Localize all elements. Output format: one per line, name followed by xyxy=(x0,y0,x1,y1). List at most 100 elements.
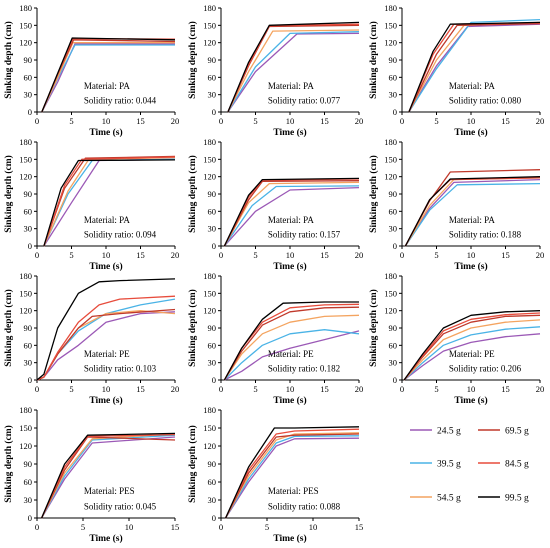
y-tick-label: 120 xyxy=(384,306,397,316)
y-tick-label: 0 xyxy=(393,107,397,117)
x-tick-label: 20 xyxy=(536,250,545,260)
solidity-ratio-label: Solidity ratio: 0.088 xyxy=(268,501,341,511)
x-axis-title: Time (s) xyxy=(454,261,487,272)
y-tick-label: 150 xyxy=(384,20,397,30)
legend-label: 69.5 g xyxy=(505,427,529,437)
x-axis-title: Time (s) xyxy=(89,533,122,544)
series-line xyxy=(403,326,541,381)
y-tick-label: 30 xyxy=(208,224,217,234)
y-tick-label: 180 xyxy=(384,137,397,147)
series-line xyxy=(43,159,176,247)
y-tick-label: 30 xyxy=(389,224,398,234)
y-tick-label: 60 xyxy=(389,206,398,216)
x-tick-label: 15 xyxy=(136,250,145,260)
series-line xyxy=(223,314,360,381)
chart-panel: 0 30 60 90 120 150 180 0 5 10 15 20 Time (s) Sinking … xyxy=(368,137,544,272)
solidity-ratio-label: Solidity ratio: 0.157 xyxy=(268,230,341,240)
y-tick-label: 0 xyxy=(28,241,32,251)
series-line xyxy=(223,181,360,247)
material-label: Material: PA xyxy=(268,81,314,91)
x-tick-label: 15 xyxy=(355,522,364,532)
y-tick-label: 60 xyxy=(389,340,398,350)
y-tick-label: 120 xyxy=(19,38,32,48)
series-line xyxy=(227,21,360,113)
y-tick-label: 60 xyxy=(208,477,217,487)
y-tick-label: 90 xyxy=(389,55,398,65)
series-line xyxy=(227,31,360,113)
y-tick-label: 90 xyxy=(208,459,217,469)
x-tick-label: 0 xyxy=(400,250,404,260)
x-tick-label: 5 xyxy=(253,384,257,394)
y-tick-label: 30 xyxy=(208,90,217,100)
x-tick-label: 10 xyxy=(102,384,111,394)
x-axis-title: Time (s) xyxy=(273,395,306,406)
y-tick-label: 30 xyxy=(208,495,217,505)
chart-panel: 0 30 60 90 120 150 180 0 5 10 15 20 Time (s) Sinking … xyxy=(3,137,179,272)
series-line xyxy=(227,32,360,113)
y-tick-label: 30 xyxy=(24,358,33,368)
series-line xyxy=(41,436,176,519)
y-tick-label: 120 xyxy=(19,441,32,451)
x-axis-title: Time (s) xyxy=(273,127,306,138)
y-tick-label: 150 xyxy=(203,20,216,30)
y-tick-label: 0 xyxy=(28,375,32,385)
series-line xyxy=(404,182,541,247)
x-tick-label: 20 xyxy=(171,250,180,260)
material-label: Material: PA xyxy=(84,215,130,225)
chart-panel: 0 30 60 90 120 150 180 0 5 10 15 Time (s) Sinking de… xyxy=(3,405,179,544)
y-axis-title: Sinking depth (cm) xyxy=(3,21,14,99)
x-axis-title: Time (s) xyxy=(273,261,306,272)
y-axis-title: Sinking depth (cm) xyxy=(368,21,379,99)
chart-panel: 0 30 60 90 120 150 180 0 5 10 15 20 Time (s) Sinking … xyxy=(187,271,363,406)
y-tick-label: 120 xyxy=(19,306,32,316)
y-axis-title: Sinking depth (cm) xyxy=(187,289,198,367)
x-tick-label: 10 xyxy=(309,522,318,532)
y-tick-label: 120 xyxy=(19,172,32,182)
series-line xyxy=(225,428,360,519)
y-tick-label: 90 xyxy=(24,55,33,65)
series-line xyxy=(223,306,360,381)
solidity-ratio-label: Solidity ratio: 0.188 xyxy=(449,230,522,240)
series-line xyxy=(223,329,360,381)
x-tick-label: 10 xyxy=(467,250,476,260)
y-tick-label: 90 xyxy=(24,189,33,199)
y-tick-label: 30 xyxy=(389,90,398,100)
y-tick-label: 180 xyxy=(203,3,216,13)
y-tick-label: 180 xyxy=(384,271,397,281)
solidity-ratio-label: Solidity ratio: 0.080 xyxy=(449,96,522,106)
x-tick-label: 15 xyxy=(320,384,329,394)
solidity-ratio-label: Solidity ratio: 0.206 xyxy=(449,364,522,374)
x-tick-label: 5 xyxy=(69,250,73,260)
y-tick-label: 60 xyxy=(208,206,217,216)
series-line xyxy=(223,186,360,247)
x-axis-title: Time (s) xyxy=(89,127,122,138)
x-tick-label: 15 xyxy=(501,384,510,394)
series-line xyxy=(225,426,360,519)
x-tick-label: 15 xyxy=(320,250,329,260)
x-tick-label: 20 xyxy=(355,250,364,260)
series-line xyxy=(403,319,541,381)
x-tick-label: 15 xyxy=(501,250,510,260)
y-tick-label: 120 xyxy=(203,306,216,316)
y-tick-label: 90 xyxy=(389,189,398,199)
y-tick-label: 120 xyxy=(203,172,216,182)
chart-panel: 0 30 60 90 120 150 180 0 5 10 15 20 Time (s) Sinking … xyxy=(3,3,179,138)
chart-panel: 0 30 60 90 120 150 180 0 5 10 15 20 Time (s) Sinking … xyxy=(187,3,363,138)
y-axis-title: Sinking depth (cm) xyxy=(187,21,198,99)
x-tick-label: 0 xyxy=(400,116,404,126)
y-tick-label: 90 xyxy=(389,323,398,333)
y-axis-title: Sinking depth (cm) xyxy=(187,155,198,233)
chart-panel: 0 30 60 90 120 150 180 0 5 10 15 20 Time (s) Sinking … xyxy=(368,271,544,406)
x-tick-label: 15 xyxy=(171,522,180,532)
y-tick-label: 0 xyxy=(212,241,216,251)
chart-panel: 0 30 60 90 120 150 180 0 5 10 15 20 Time (s) Sinking … xyxy=(3,271,179,406)
series-line xyxy=(223,185,360,247)
x-axis-title: Time (s) xyxy=(454,127,487,138)
legend-label: 99.5 g xyxy=(505,494,529,504)
series-line xyxy=(408,22,541,113)
chart-panel: 0 30 60 90 120 150 180 0 5 10 15 20 Time (s) Sinking … xyxy=(187,137,363,272)
x-axis-title: Time (s) xyxy=(454,395,487,406)
y-tick-label: 180 xyxy=(19,3,32,13)
material-label: Material: PA xyxy=(449,215,495,225)
